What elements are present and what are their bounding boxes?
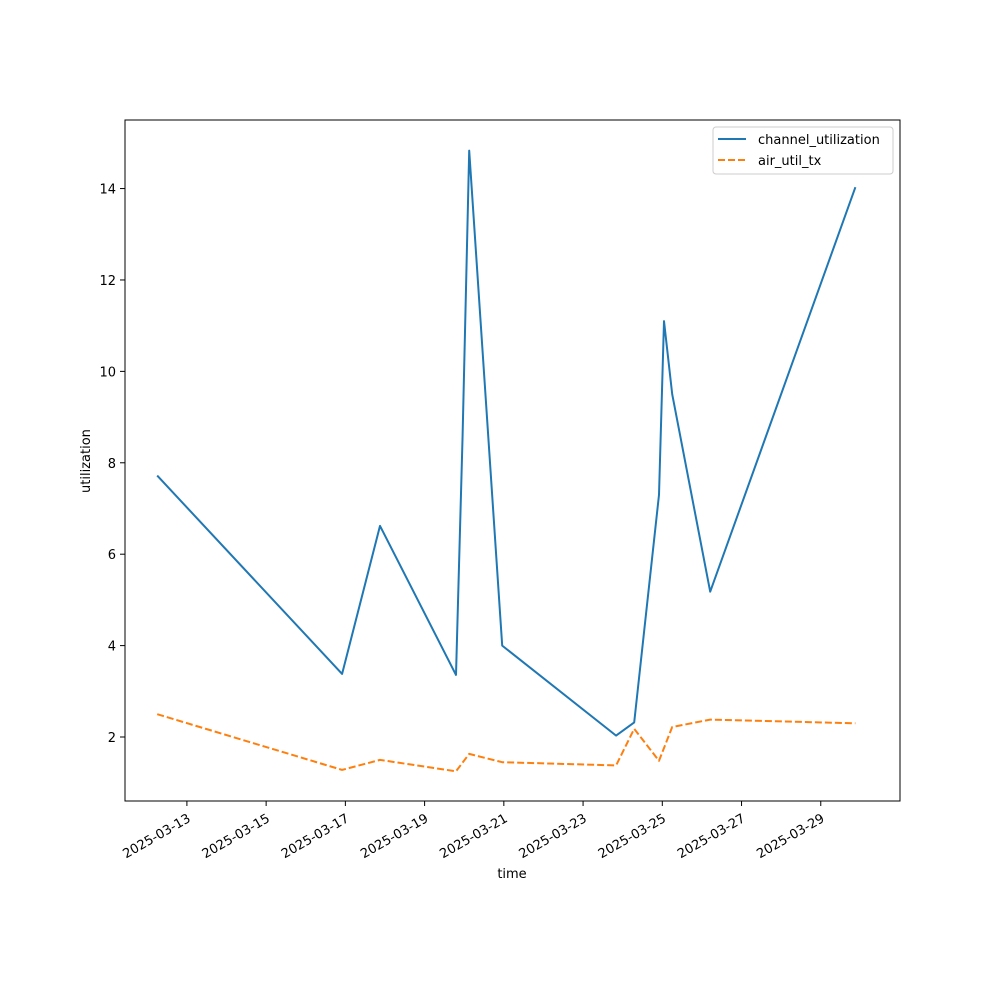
x-tick-label: 2025-03-17	[279, 811, 352, 862]
x-tick-label: 2025-03-13	[121, 811, 194, 862]
y-tick-label: 10	[99, 365, 116, 380]
plot-area	[156, 149, 857, 773]
legend-box	[712, 126, 894, 175]
y-tick-label: 2	[108, 731, 116, 746]
x-tick-label: 2025-03-21	[437, 811, 510, 862]
y-axis-label: utilization	[79, 429, 94, 493]
x-tick-label: 2025-03-15	[200, 811, 273, 862]
series-line-channel_utilization	[156, 149, 857, 737]
x-tick-label: 2025-03-29	[754, 811, 827, 862]
legend-label-channel_utilization: channel_utilization	[758, 133, 880, 148]
y-tick-label: 12	[99, 274, 116, 289]
y-tick-label: 4	[108, 640, 116, 655]
legend-label-air_util_tx: air_util_tx	[758, 154, 822, 169]
x-tick-label: 2025-03-27	[675, 811, 748, 862]
series-line-air_util_tx	[156, 713, 856, 773]
x-tick-label: 2025-03-19	[358, 811, 431, 862]
y-tick-label: 14	[99, 183, 116, 198]
axes: 2 4 6 8 10 12 14 2025-03-13 2025-03-15 2025-03-17…	[99, 119, 901, 862]
y-tick-label: 8	[108, 457, 116, 472]
x-tick-label: 2025-03-25	[596, 811, 669, 862]
x-tick-label: 2025-03-23	[517, 811, 590, 862]
x-axis-label: time	[497, 867, 526, 882]
legend: channel_utilization air_util_tx	[712, 126, 894, 175]
y-tick-label: 6	[108, 548, 116, 563]
plot-frame	[124, 119, 901, 802]
